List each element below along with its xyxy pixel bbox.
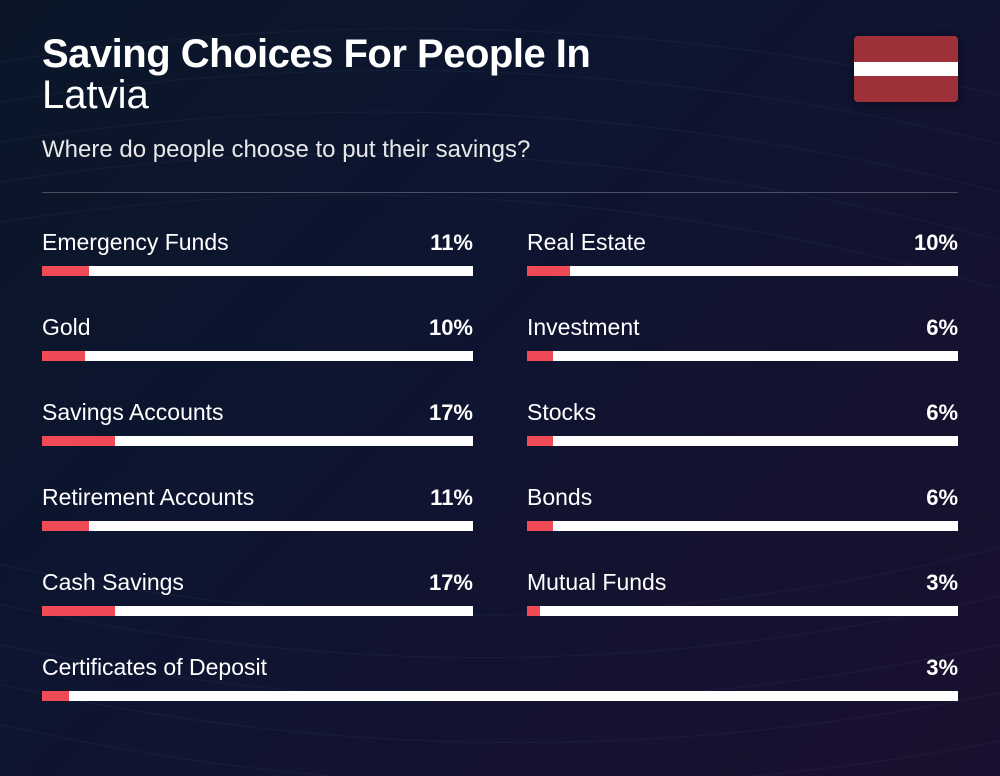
bar-item-head: Mutual Funds 3% [527,569,958,596]
bar-fill [42,606,115,616]
bar-item-label: Savings Accounts [42,399,224,426]
bar-item-head: Investment 6% [527,314,958,341]
bar-item: Stocks 6% [527,399,958,446]
bar-item-label: Mutual Funds [527,569,666,596]
items-grid: Emergency Funds 11% Real Estate 10% Gold 10% I… [42,229,958,701]
bar-fill [527,266,570,276]
bar-item-label: Certificates of Deposit [42,654,267,681]
bar-item-head: Cash Savings 17% [42,569,473,596]
bar-item-label: Real Estate [527,229,646,256]
title-line2: Latvia [42,73,958,118]
bar-item-label: Stocks [527,399,596,426]
bar-item-head: Savings Accounts 17% [42,399,473,426]
bar-item-label: Gold [42,314,91,341]
bar-item: Emergency Funds 11% [42,229,473,276]
bar-track [42,691,958,701]
bar-track [527,351,958,361]
bar-fill [42,521,89,531]
bar-item-value: 6% [926,315,958,341]
divider [42,192,958,193]
bar-item: Certificates of Deposit 3% [42,654,958,701]
bar-item-head: Gold 10% [42,314,473,341]
bar-item-value: 11% [430,485,473,511]
header: Saving Choices For People In Latvia Wher… [42,32,958,164]
bar-item-value: 6% [926,485,958,511]
bar-item: Retirement Accounts 11% [42,484,473,531]
bar-track [527,606,958,616]
bar-fill [42,266,89,276]
bar-item-head: Certificates of Deposit 3% [42,654,958,681]
bar-track [42,606,473,616]
bar-item-head: Stocks 6% [527,399,958,426]
bar-fill [527,436,553,446]
bar-track [527,436,958,446]
bar-item-value: 10% [914,230,958,256]
bar-item-value: 17% [429,570,473,596]
bar-item: Bonds 6% [527,484,958,531]
flag-latvia [854,36,958,102]
bar-fill [527,521,553,531]
bar-item-value: 11% [430,230,473,256]
bar-item: Investment 6% [527,314,958,361]
bar-fill [42,691,69,701]
bar-item-value: 3% [926,570,958,596]
bar-track [42,351,473,361]
bar-item: Mutual Funds 3% [527,569,958,616]
bar-item: Gold 10% [42,314,473,361]
bar-track [42,436,473,446]
bar-item-head: Bonds 6% [527,484,958,511]
subtitle: Where do people choose to put their savi… [42,136,958,164]
bar-item-label: Retirement Accounts [42,484,254,511]
bar-item-head: Real Estate 10% [527,229,958,256]
bar-item: Real Estate 10% [527,229,958,276]
bar-fill [527,351,553,361]
bar-item-label: Investment [527,314,640,341]
bar-track [42,266,473,276]
bar-track [527,521,958,531]
bar-track [527,266,958,276]
bar-item-value: 3% [926,655,958,681]
bar-item-label: Bonds [527,484,592,511]
bar-track [42,521,473,531]
bar-item-head: Retirement Accounts 11% [42,484,473,511]
bar-item-label: Cash Savings [42,569,184,596]
bar-item-value: 10% [429,315,473,341]
bar-item-value: 17% [429,400,473,426]
title-line1: Saving Choices For People In [42,32,958,77]
bar-item-label: Emergency Funds [42,229,229,256]
bar-fill [42,436,115,446]
bar-fill [527,606,540,616]
bar-item: Savings Accounts 17% [42,399,473,446]
bar-fill [42,351,85,361]
bar-item: Cash Savings 17% [42,569,473,616]
bar-item-value: 6% [926,400,958,426]
bar-item-head: Emergency Funds 11% [42,229,473,256]
